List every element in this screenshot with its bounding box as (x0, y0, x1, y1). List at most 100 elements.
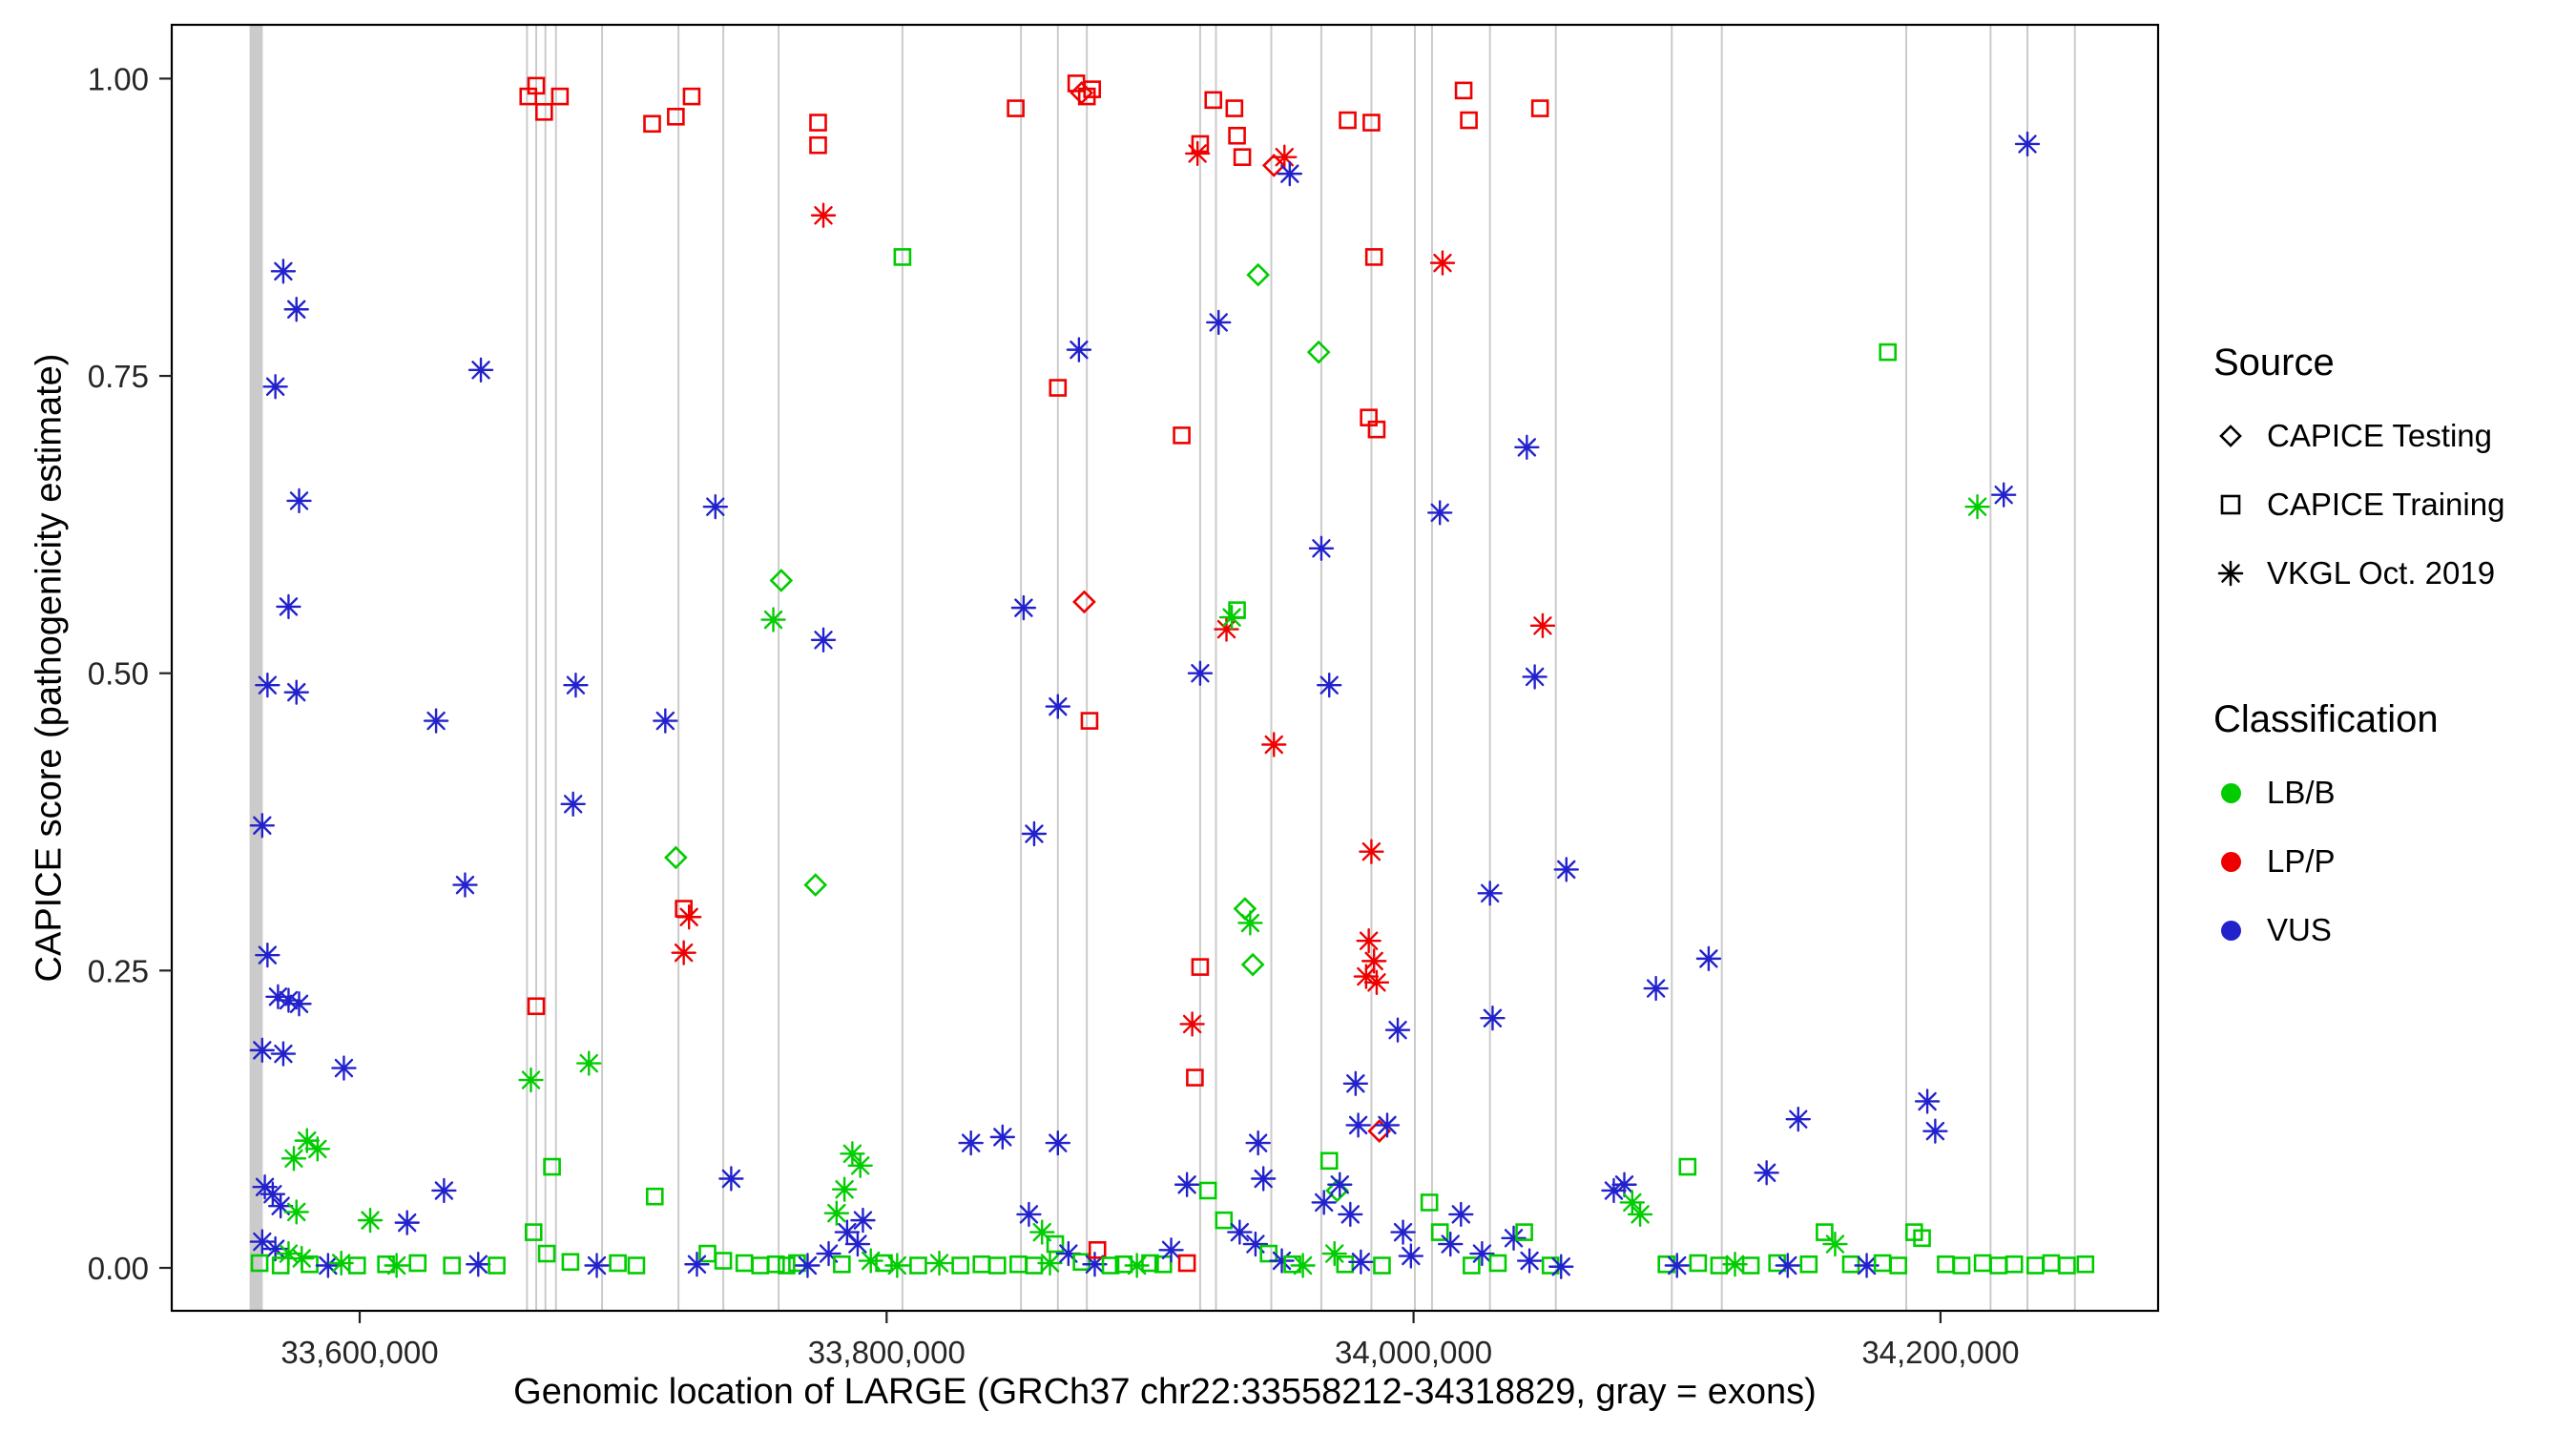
point-square (714, 1252, 733, 1270)
point-asterisk (1529, 612, 1556, 639)
point-asterisk (249, 813, 276, 839)
point-asterisk (1016, 1201, 1042, 1228)
point-square (301, 1255, 319, 1274)
point-asterisk (1272, 144, 1298, 170)
point-asterisk (1914, 1089, 1941, 1114)
point-square (1879, 342, 1897, 362)
point-asterisk (989, 1124, 1016, 1151)
point-square (1173, 426, 1191, 445)
point-square (1952, 1256, 1971, 1275)
legend-item-label: VKGL Oct. 2019 (2267, 555, 2496, 591)
point-diamond (1246, 262, 1271, 287)
legend: Source CAPICE Testing CAPICE Training VKGL… (2213, 342, 2576, 964)
point-asterisk (1964, 493, 1990, 520)
point-square (1816, 1223, 1834, 1241)
exon-marks (249, 26, 2076, 1310)
point-asterisk (270, 259, 297, 284)
point-square (1678, 1157, 1697, 1176)
point-asterisk (816, 1240, 841, 1267)
point-asterisk (1480, 1006, 1506, 1031)
point-asterisk (1261, 732, 1287, 757)
point-asterisk (1664, 1253, 1690, 1278)
point-square (1007, 99, 1025, 117)
point-asterisk (1627, 1201, 1653, 1228)
point-square (527, 76, 546, 95)
point-asterisk (357, 1207, 384, 1234)
point-square (609, 1254, 627, 1273)
x-axis-title: Genomic location of LARGE (GRCh37 chr22:… (513, 1372, 1817, 1412)
point-asterisk (276, 987, 301, 1013)
point-diamond (803, 873, 828, 897)
point-asterisk (1516, 1248, 1543, 1274)
point-asterisk (1227, 1219, 1253, 1245)
point-diamond (664, 845, 688, 870)
point-square (271, 1256, 290, 1275)
point-asterisk (576, 1050, 602, 1076)
x-tick-label: 33,800,000 (808, 1335, 966, 1370)
point-asterisk (684, 1252, 710, 1277)
point-square (1913, 1229, 1931, 1248)
point-square (809, 114, 827, 132)
point-asterisk (926, 1250, 952, 1276)
point-square (1373, 1256, 1391, 1275)
point-square (1367, 420, 1386, 439)
point-square (909, 1256, 927, 1275)
point-square (1088, 1241, 1107, 1259)
point-asterisk (255, 942, 280, 968)
point-asterisk (1384, 1017, 1411, 1043)
point-asterisk (1237, 910, 1263, 936)
diamond-icon (2219, 425, 2242, 447)
square-icon (2220, 494, 2241, 515)
point-diamond (1306, 340, 1331, 364)
point-square (1215, 1211, 1234, 1230)
point-asterisk (1822, 1231, 1848, 1257)
point-square (1420, 1193, 1439, 1212)
point-asterisk (423, 708, 449, 734)
point-asterisk (1321, 1240, 1347, 1267)
point-diamond (1240, 952, 1265, 977)
legend-item-label: LB/B (2267, 775, 2336, 810)
point-square (1741, 1256, 1760, 1275)
point-asterisk (1342, 1070, 1369, 1096)
legend-source-group: Source CAPICE Testing CAPICE Training VKGL… (2213, 342, 2576, 608)
point-square (1228, 126, 1246, 145)
point-asterisk (1242, 1231, 1269, 1257)
point-square (1141, 1254, 1159, 1273)
y-axis-title: CAPICE score (pathogenicity estimate) (29, 353, 70, 983)
x-tick-label: 33,600,000 (280, 1335, 438, 1370)
point-square (987, 1256, 1007, 1275)
point-asterisk (760, 607, 786, 633)
point-asterisk (1269, 1248, 1295, 1274)
y-tick-label: 0.00 (88, 1251, 149, 1286)
point-square (645, 1187, 664, 1206)
point-square (1049, 379, 1068, 397)
point-asterisk (1277, 160, 1303, 187)
point-square (1364, 248, 1383, 266)
point-square (1541, 1256, 1560, 1275)
point-asterisk (1066, 337, 1092, 363)
point-asterisk (286, 991, 312, 1017)
point-asterisk (394, 1210, 420, 1235)
point-square (1009, 1255, 1028, 1274)
point-asterisk (653, 708, 678, 734)
legend-item-lp-p: LP/P (2213, 827, 2576, 896)
point-asterisk (1317, 672, 1342, 698)
point-asterisk (1438, 1231, 1464, 1257)
legend-item-label: CAPICE Testing (2267, 418, 2492, 453)
legend-class-group: Classification LB/B LP/P VUS (2213, 698, 2576, 964)
point-asterisk (2014, 131, 2041, 157)
point-square (1799, 1255, 1818, 1274)
point-asterisk (283, 679, 309, 705)
point-asterisk (452, 872, 478, 898)
point-asterisk (1477, 881, 1503, 906)
point-square (1689, 1254, 1708, 1273)
point-asterisk (1643, 975, 1669, 1002)
point-square (1362, 114, 1381, 132)
point-asterisk (823, 1200, 850, 1226)
point-asterisk (384, 1253, 409, 1278)
point-asterisk (560, 791, 586, 818)
point-asterisk (844, 1231, 871, 1257)
point-square (1319, 1151, 1339, 1171)
point-square (1080, 712, 1099, 730)
